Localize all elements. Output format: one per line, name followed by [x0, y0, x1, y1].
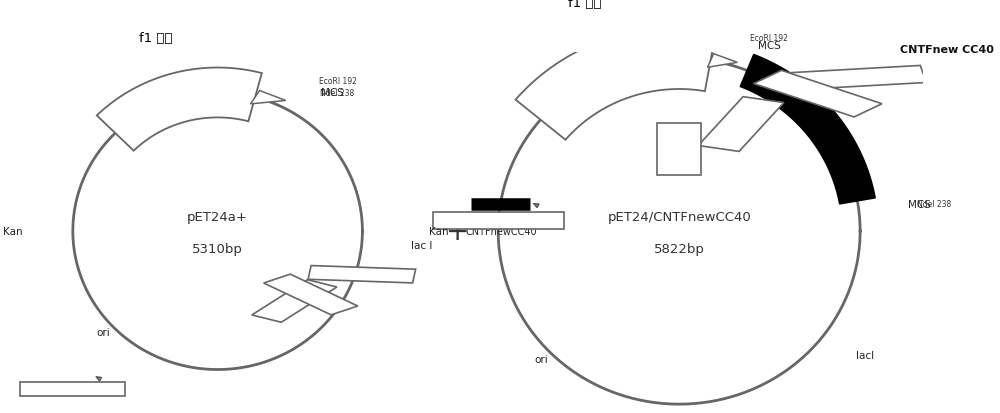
Text: Kan: Kan — [3, 226, 23, 236]
Polygon shape — [740, 55, 875, 204]
Text: 5310bp: 5310bp — [192, 243, 243, 256]
Polygon shape — [264, 275, 358, 315]
Text: MCS: MCS — [321, 88, 344, 97]
Polygon shape — [97, 69, 262, 151]
Text: lac I: lac I — [411, 240, 433, 250]
Text: f1 起点: f1 起点 — [139, 32, 172, 45]
Polygon shape — [308, 266, 416, 283]
Text: MCS: MCS — [908, 199, 931, 210]
Text: f1 起点: f1 起点 — [568, 0, 601, 10]
Polygon shape — [433, 212, 564, 229]
Text: EcoRI 192
NdeI 238: EcoRI 192 NdeI 238 — [319, 76, 356, 97]
Text: EcoRI 192: EcoRI 192 — [750, 34, 788, 43]
Text: lacI: lacI — [856, 350, 874, 360]
Text: Kan: Kan — [429, 226, 448, 236]
Polygon shape — [657, 123, 701, 175]
Polygon shape — [96, 377, 102, 381]
Text: ori: ori — [534, 354, 548, 364]
Text: +: + — [446, 218, 469, 245]
Text: NdeI 238: NdeI 238 — [917, 199, 951, 209]
Text: pET24a+: pET24a+ — [187, 211, 248, 223]
Text: ori: ori — [97, 327, 110, 337]
Polygon shape — [251, 91, 286, 104]
Polygon shape — [252, 280, 337, 323]
Polygon shape — [698, 97, 784, 152]
Polygon shape — [20, 382, 125, 396]
Text: pET24/CNTFnewCC40: pET24/CNTFnewCC40 — [607, 211, 751, 223]
Text: CNTFnew CC40: CNTFnew CC40 — [900, 45, 994, 55]
Polygon shape — [754, 71, 882, 118]
Polygon shape — [790, 66, 926, 90]
Text: 5822bp: 5822bp — [654, 243, 705, 256]
Polygon shape — [533, 204, 539, 208]
Polygon shape — [516, 28, 716, 140]
Polygon shape — [708, 55, 737, 68]
Text: MCS: MCS — [758, 40, 781, 51]
Text: CNTFnewCC40: CNTFnewCC40 — [465, 226, 537, 236]
